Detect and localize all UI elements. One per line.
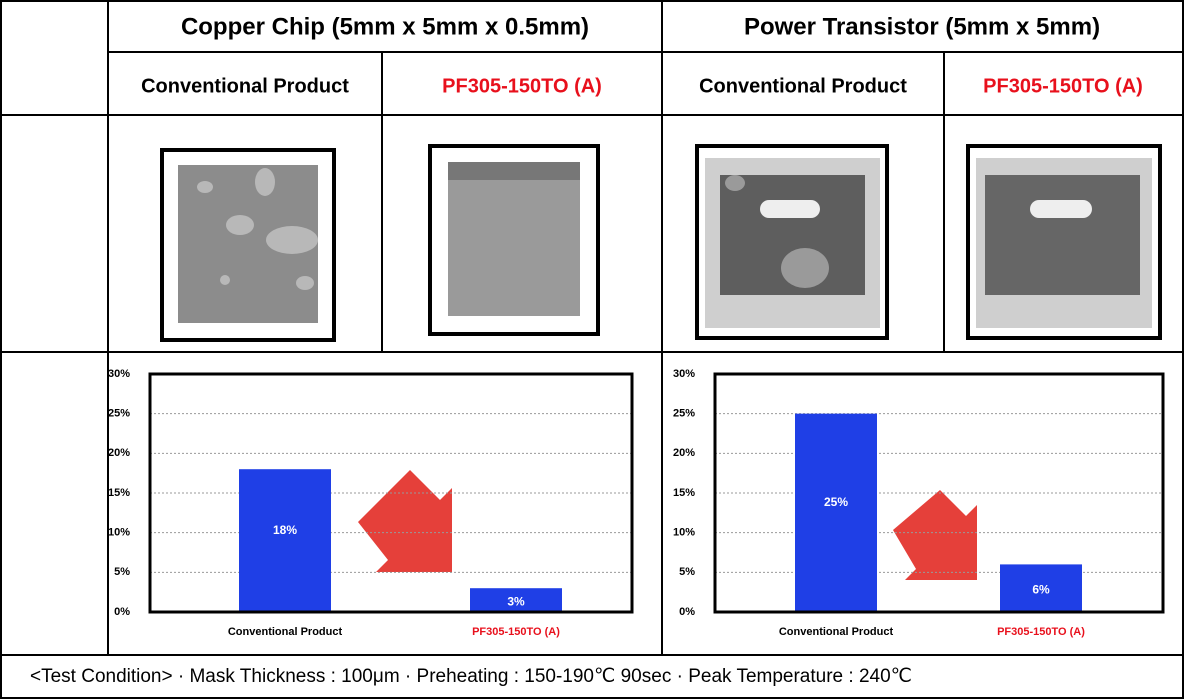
bar	[795, 414, 877, 612]
x-tick-label: Conventional Product	[779, 626, 894, 638]
arrow	[358, 470, 452, 572]
subheader: Conventional Product	[699, 75, 907, 97]
value-label: 18%	[273, 523, 297, 537]
y-tick-label: 0%	[679, 606, 695, 618]
y-tick-label: 15%	[673, 487, 695, 499]
header: Copper Chip (5mm x 5mm x 0.5mm)	[181, 13, 589, 40]
subheader: PF305-150TO (A)	[442, 75, 602, 97]
y-tick-label: 30%	[673, 368, 695, 380]
arrow	[893, 490, 977, 580]
y-tick-label: 15%	[108, 487, 130, 499]
y-tick-label: 5%	[114, 566, 130, 578]
page: Copper Chip (5mm x 5mm x 0.5mm) Power Tr…	[0, 0, 1185, 699]
y-tick-label: 10%	[673, 527, 695, 539]
xray-image	[430, 146, 598, 334]
header: Power Transistor (5mm x 5mm)	[744, 13, 1100, 40]
xray-image	[697, 146, 887, 338]
value-label: 6%	[1032, 582, 1050, 596]
value-label: 3%	[507, 594, 525, 608]
y-tick-label: 25%	[673, 408, 695, 420]
y-tick-label: 10%	[108, 527, 130, 539]
x-tick-label: PF305-150TO (A)	[472, 626, 560, 638]
subheader: PF305-150TO (A)	[983, 75, 1143, 97]
value-label: 25%	[824, 495, 848, 509]
y-tick-label: 20%	[108, 447, 130, 459]
subheader: Conventional Product	[141, 75, 349, 97]
y-tick-label: 25%	[108, 408, 130, 420]
footer: <Test Condition> · Mask Thickness : 100μ…	[30, 666, 912, 687]
xray-image	[162, 150, 334, 340]
y-tick-label: 20%	[673, 447, 695, 459]
x-tick-label: Conventional Product	[228, 626, 343, 638]
y-tick-label: 30%	[108, 368, 130, 380]
bar	[239, 469, 331, 612]
x-tick-label: PF305-150TO (A)	[997, 626, 1085, 638]
y-tick-label: 5%	[679, 566, 695, 578]
xray-image	[968, 146, 1160, 338]
y-tick-label: 0%	[114, 606, 130, 618]
